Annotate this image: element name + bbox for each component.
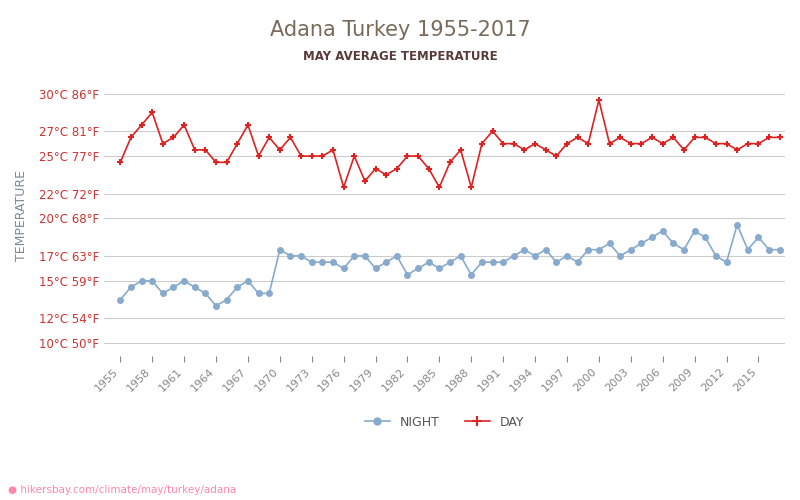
Text: MAY AVERAGE TEMPERATURE: MAY AVERAGE TEMPERATURE (302, 50, 498, 63)
Text: Adana Turkey 1955-2017: Adana Turkey 1955-2017 (270, 20, 530, 40)
Text: ● hikersbay.com/climate/may/turkey/adana: ● hikersbay.com/climate/may/turkey/adana (8, 485, 236, 495)
Legend: NIGHT, DAY: NIGHT, DAY (360, 410, 530, 434)
Y-axis label: TEMPERATURE: TEMPERATURE (15, 170, 28, 261)
